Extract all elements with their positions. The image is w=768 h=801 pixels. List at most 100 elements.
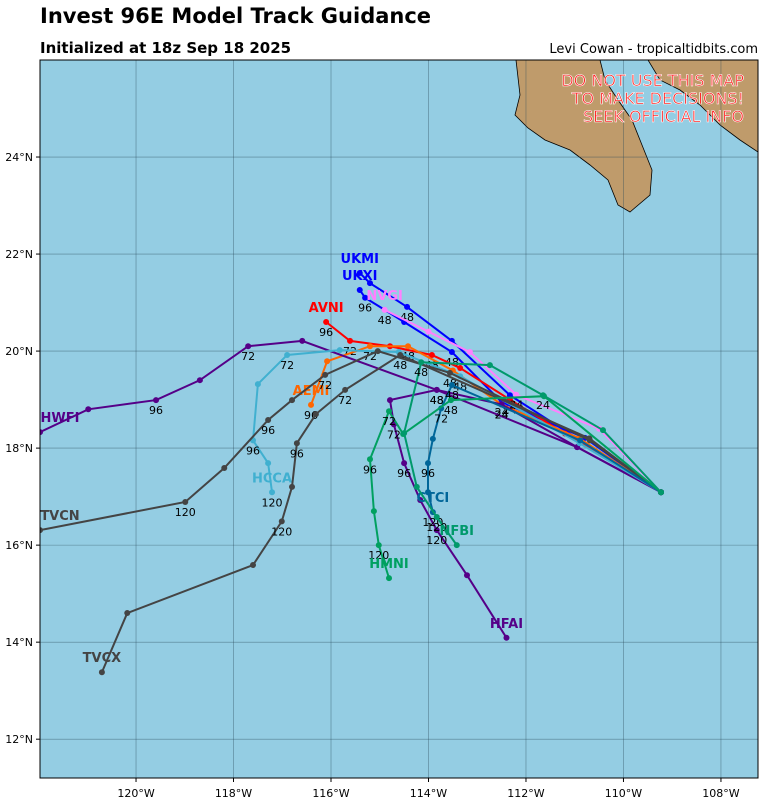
forecast-hour: 72 (318, 379, 332, 392)
model-label: TVCN (40, 509, 79, 524)
track-point (250, 562, 257, 569)
track-point (124, 610, 131, 617)
x-tick-label: 114°W (410, 787, 447, 800)
track-point (540, 392, 547, 399)
track-point (599, 427, 606, 434)
forecast-hour: 72 (338, 394, 352, 407)
forecast-hour: 72 (434, 412, 448, 425)
forecast-hour: 120 (271, 525, 292, 538)
track-point (401, 430, 408, 437)
track-point (324, 358, 331, 365)
track-point (85, 406, 92, 413)
track-line (251, 349, 662, 494)
track-point (347, 337, 354, 344)
track-point (265, 416, 272, 423)
axes: 120°W 118°W 116°W 114°W 112°W 110°W 108°W 12°N 1… (5, 151, 739, 800)
y-tick-label: 14°N (5, 636, 33, 649)
track-point (98, 669, 105, 676)
track-point (405, 343, 412, 350)
forecast-hour: 96 (149, 404, 163, 417)
track-point (425, 328, 432, 335)
forecast-hour: 96 (363, 463, 377, 476)
forecast-hour: 48 (378, 314, 392, 327)
track-point (486, 362, 493, 369)
track-point (401, 460, 408, 467)
forecast-hour: 72 (382, 415, 396, 428)
model-label: NFBI (440, 524, 475, 539)
x-tick-label: 110°W (605, 787, 642, 800)
forecast-hour: 96 (246, 444, 260, 457)
forecast-hour: 120 (368, 549, 389, 562)
model-label: HMNI (369, 557, 409, 572)
track-point (245, 343, 252, 350)
subtitle: Initialized at 18z Sep 18 2025 (40, 39, 291, 57)
model-label: TVCX (83, 651, 122, 666)
track-point (336, 347, 343, 354)
model-label: HCCA (252, 471, 292, 486)
track-point (289, 483, 296, 490)
y-tick-label: 22°N (5, 248, 33, 261)
track-point (386, 397, 393, 404)
track-point (453, 542, 460, 549)
forecast-hour: 48 (430, 394, 444, 407)
model-label: CTCI (416, 491, 449, 506)
credit: Levi Cowan - tropicaltidbits.com (549, 42, 758, 57)
y-tick-label: 24°N (5, 151, 33, 164)
track-point (433, 527, 440, 534)
track-point (366, 280, 373, 287)
track-point (312, 411, 319, 418)
track-point (417, 497, 424, 504)
track-point (269, 489, 276, 496)
track-point (425, 460, 432, 467)
track-line (384, 308, 662, 493)
forecast-hour: 48 (393, 359, 407, 372)
track-point (448, 349, 455, 356)
x-tick-label: 120°W (117, 787, 154, 800)
forecast-hour: 24 (536, 399, 550, 412)
warning: TO MAKE DECISIONS! (571, 89, 744, 108)
track-point (586, 435, 593, 442)
track-point (366, 456, 373, 463)
forecast-hour: 48 (444, 404, 458, 417)
model-label: HWFI (41, 411, 80, 426)
model-label: AVNI (309, 301, 344, 316)
forecast-hour: 72 (387, 428, 401, 441)
forecast-hour: 48 (430, 394, 444, 407)
track-point (447, 397, 454, 404)
forecast-hour: 120 (175, 506, 196, 519)
track-point (513, 391, 520, 398)
x-tick-label: 108°W (702, 787, 739, 800)
track-point (342, 386, 349, 393)
track-point (370, 508, 377, 515)
track-point (397, 351, 404, 358)
forecast-hour: 96 (358, 302, 372, 315)
track-line (310, 345, 662, 494)
track-point (308, 401, 315, 408)
track-point (375, 542, 382, 549)
forecast-hour: 96 (421, 467, 435, 480)
track-point (278, 518, 285, 525)
forecast-hour: 96 (397, 467, 411, 480)
track-point (265, 460, 272, 467)
track-point (466, 349, 473, 356)
track-point (293, 440, 300, 447)
forecast-hour: 120 (262, 496, 283, 509)
track-point (428, 351, 435, 358)
y-tick-label: 20°N (5, 345, 33, 358)
forecast-hour: 96 (319, 326, 333, 339)
track-point (284, 351, 291, 358)
forecast-hour: 24 (495, 408, 509, 421)
y-tick-label: 18°N (5, 442, 33, 455)
grid (40, 60, 758, 778)
land (514, 60, 758, 213)
forecast-hour: 120 (426, 521, 447, 534)
track-point (446, 369, 453, 376)
track-point (425, 489, 432, 496)
track-point (404, 303, 411, 310)
model-label: HFAI (490, 617, 523, 632)
track-point (433, 386, 440, 393)
forecast-hour: 72 (280, 359, 294, 372)
track-point (322, 371, 329, 378)
forecast-hour: 48 (414, 366, 428, 379)
